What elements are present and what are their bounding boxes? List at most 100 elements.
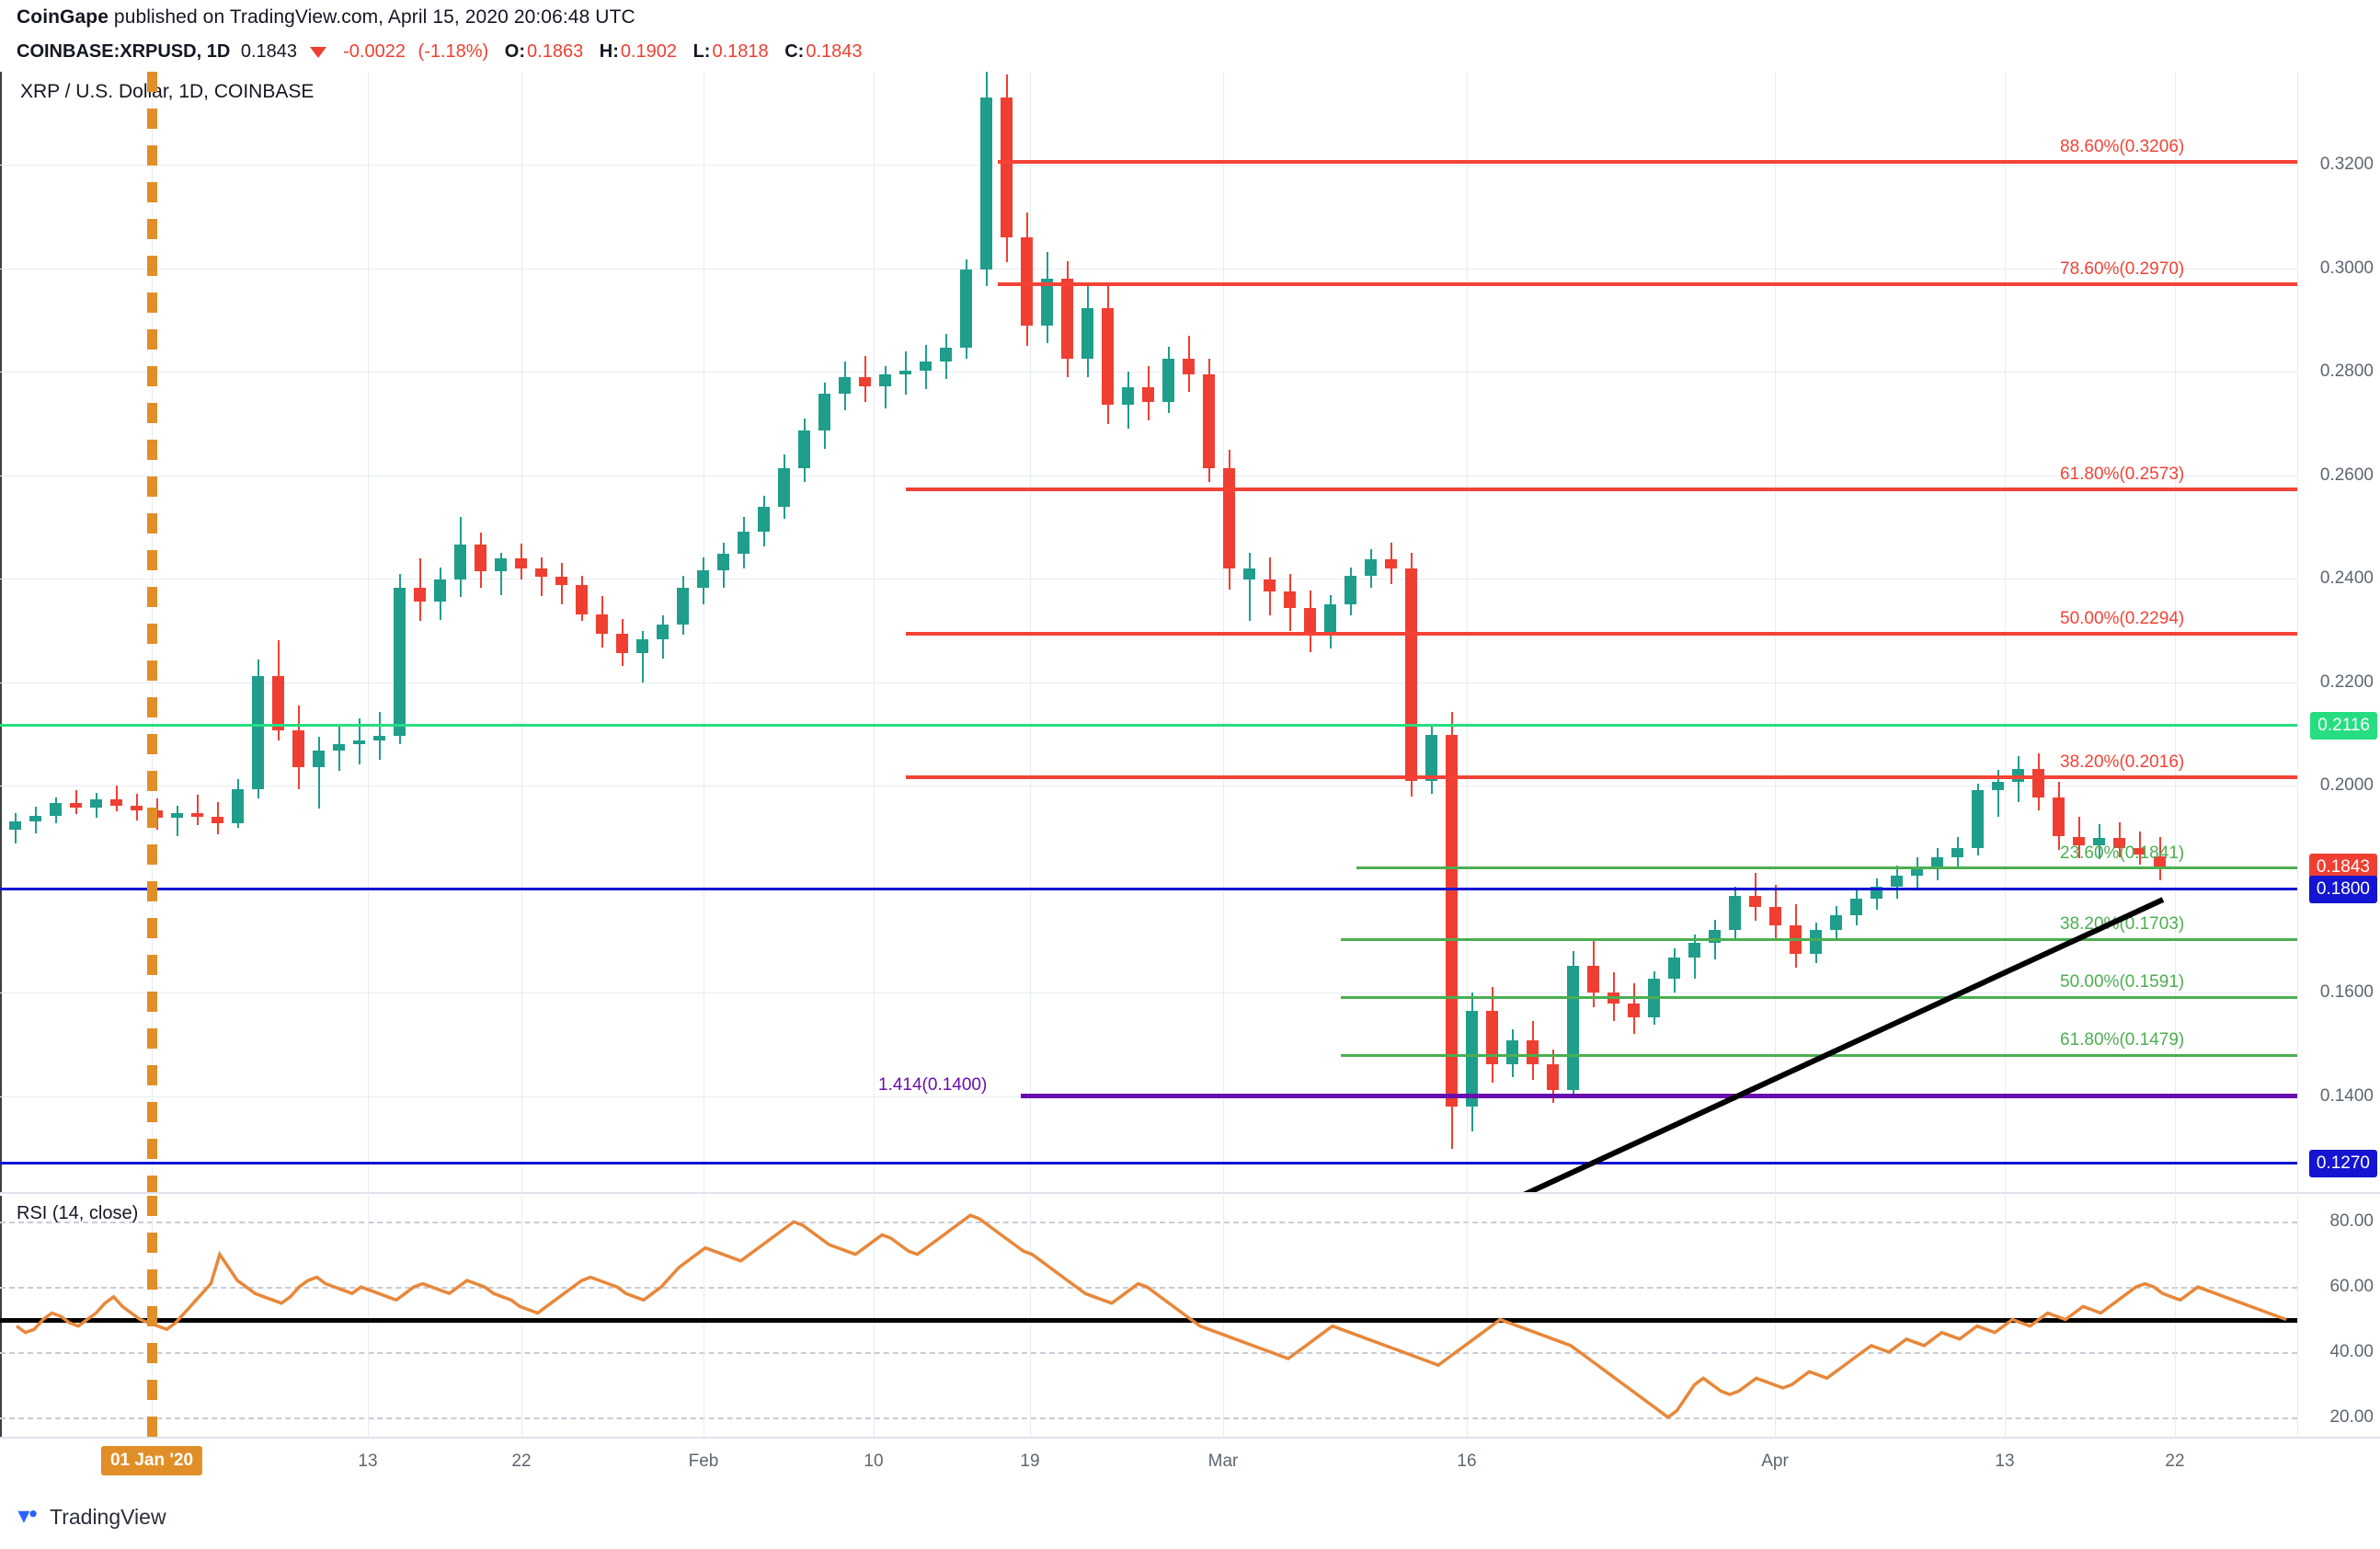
rsi-title: RSI (14, close) [17, 1203, 139, 1223]
candle-wick [74, 789, 77, 814]
fib-level-label: 78.60%(0.2970) [2060, 258, 2185, 279]
candle-body [1709, 929, 1721, 944]
price-tick-label: 0.2800 [2319, 361, 2374, 382]
candle-body [1001, 98, 1013, 238]
candle-body [1162, 358, 1174, 402]
candle-body [9, 820, 21, 831]
candle-body [50, 803, 62, 816]
candle-body [1304, 607, 1316, 637]
price-axis[interactable]: 0.3200 0.3000 0.2800 0.2600 0.2400 0.2200 0.20… [2297, 72, 2380, 1192]
candle-body [2073, 836, 2085, 845]
candle-body [1243, 568, 1255, 580]
symbol-ohlc-bar: COINBASE:XRPUSD, 1D 0.1843 -0.0022 (-1.1… [17, 40, 863, 63]
candle-body [1769, 907, 1781, 926]
candle-body [1992, 781, 2004, 790]
plot-left-axis [0, 72, 2, 1192]
rsi-pane[interactable]: RSI (14, close) [0, 1196, 2297, 1437]
candle-body [1506, 1040, 1518, 1065]
candle-body [212, 816, 223, 823]
time-tick-label: 13 [1995, 1451, 2015, 1471]
candle-body [313, 751, 325, 768]
candle-body [2093, 837, 2105, 845]
candle-body [697, 570, 709, 589]
time-tick-label: Apr [1761, 1451, 1789, 1471]
fib-level-label: 38.20%(0.1703) [2060, 914, 2185, 935]
candle-body [1122, 387, 1134, 406]
rsi-midline [0, 1317, 2297, 1323]
level-line [998, 281, 2297, 286]
candle-body [333, 743, 345, 752]
rsi-gridline-vertical [368, 1196, 369, 1437]
price-tag[interactable]: 0.1800 [2308, 875, 2377, 903]
price-tag[interactable]: 0.2116 [2310, 712, 2377, 740]
candle-body [353, 740, 365, 744]
down-triangle-icon [309, 47, 326, 58]
candle-body [1365, 558, 1377, 576]
candle-body [1183, 358, 1195, 374]
time-axis-date-marker[interactable]: 01 Jan '20 [100, 1446, 203, 1475]
rsi-line [15, 1213, 2287, 1419]
open-label: O: [504, 41, 526, 62]
fib-level-label: 61.80%(0.1479) [2060, 1030, 2185, 1050]
gridline-vertical [368, 72, 369, 1192]
rsi-left-axis [0, 1196, 2, 1437]
candle-body [2134, 847, 2145, 855]
candle-body [414, 587, 426, 602]
high-value: 0.1902 [620, 41, 678, 62]
price-tick-label: 0.3000 [2319, 258, 2374, 278]
price-tick-label: 0.3200 [2319, 155, 2374, 175]
time-axis[interactable]: 01 Jan '20 13 22 Feb 10 19 Mar 16 Apr 13 22 [0, 1439, 2380, 1490]
fib-level-label: 61.80%(0.2573) [2060, 465, 2185, 484]
candle-body [1102, 307, 1114, 406]
pane-separator [0, 1192, 2380, 1194]
time-tick-label: Mar [1207, 1451, 1239, 1471]
level-line [998, 159, 2297, 164]
candle-body [252, 676, 264, 789]
low-label: L: [692, 41, 711, 62]
price-tag[interactable]: 0.1270 [2308, 1150, 2377, 1178]
candle-body [1972, 789, 1984, 848]
chart-title: XRP / U.S. Dollar, 1D, COINBASE [20, 81, 315, 102]
candle-body [717, 554, 729, 571]
candle-body [859, 376, 871, 387]
candle-body [616, 633, 628, 654]
price-tick-label: 0.2000 [2319, 775, 2374, 796]
candle-body [1668, 958, 1680, 979]
candle-body [394, 587, 406, 737]
candle-body [171, 813, 183, 819]
rsi-tick-label: 60.00 [2329, 1277, 2374, 1297]
candle-body [1729, 895, 1741, 930]
fib-level-label: 88.60%(0.3206) [2060, 136, 2185, 156]
candle-wick [641, 630, 644, 683]
close-label: C: [784, 41, 805, 62]
candle-body [292, 730, 304, 768]
price-tick-label: 0.2200 [2319, 671, 2374, 692]
rsi-axis[interactable]: 80.00 60.00 40.00 20.00 [2297, 1196, 2380, 1437]
candle-body [29, 815, 41, 821]
close-value: 0.1843 [806, 41, 863, 62]
fib-level-label: 50.00%(0.2294) [2060, 608, 2185, 628]
price-tick-label: 0.2600 [2319, 465, 2374, 485]
published-text: published on TradingView.com, April 15, … [113, 6, 635, 28]
publisher-header: CoinGape published on TradingView.com, A… [17, 6, 635, 29]
candle-body [373, 736, 385, 740]
candle-body [677, 588, 689, 625]
fib-level-label: 23.60%(0.1841) [2060, 843, 2185, 863]
price-chart-pane[interactable]: XRP / U.S. Dollar, 1D, COINBASE 88.60%(0… [0, 72, 2297, 1192]
candle-body [454, 545, 466, 580]
candle-body [535, 568, 547, 578]
candle-wick [115, 786, 118, 812]
candle-body [1142, 387, 1154, 402]
candle-body [778, 467, 790, 507]
candle-body [1951, 847, 1963, 857]
rsi-gridline-vertical [1030, 1196, 1031, 1437]
rsi-tick-label: 40.00 [2329, 1341, 2374, 1361]
candle-body [90, 798, 102, 808]
candle-body [1021, 237, 1033, 326]
date-marker-line-rsi [147, 1196, 157, 1437]
candle-body [1324, 604, 1336, 637]
candle-wick [176, 806, 178, 837]
candle-body [798, 430, 810, 468]
rsi-gridline [0, 1417, 2297, 1419]
candle-body [596, 614, 608, 634]
